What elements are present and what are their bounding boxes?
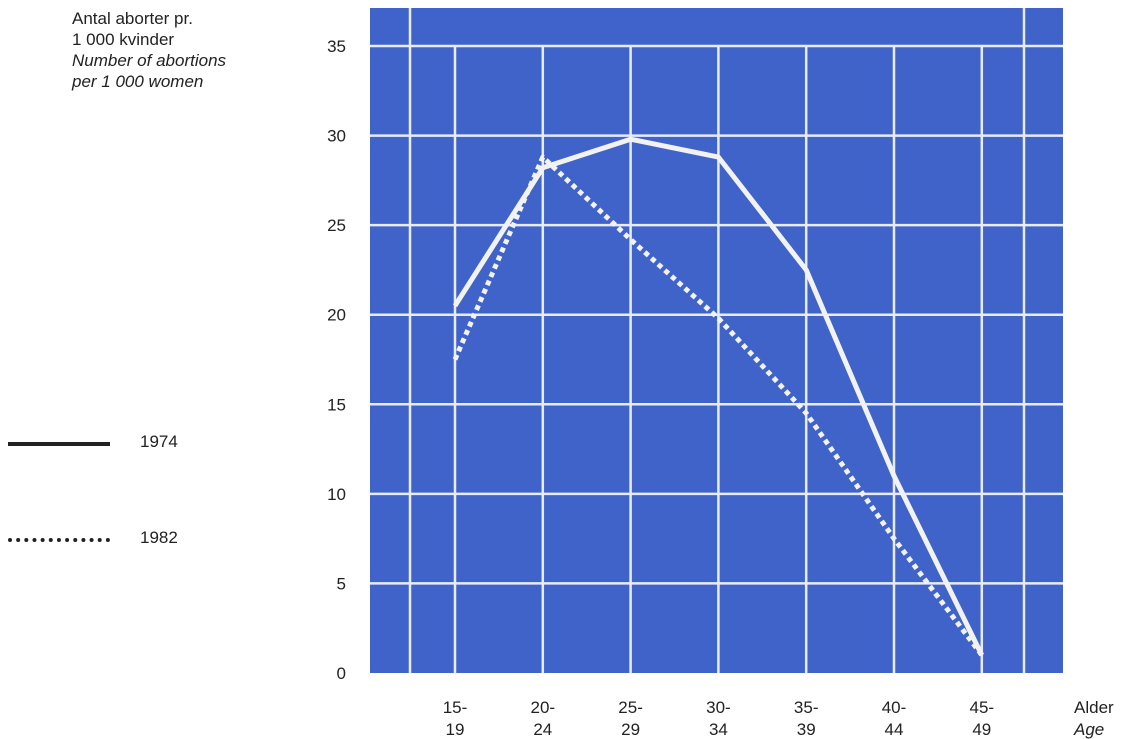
y-axis-label-line-4: per 1 000 women xyxy=(72,72,204,91)
legend-label-1974: 1974 xyxy=(140,432,178,451)
x-tick-label: 15- xyxy=(443,698,468,717)
legend-item-1982: 1982 xyxy=(8,528,228,552)
x-tick-label: 25- xyxy=(618,698,643,717)
y-tick-label: 10 xyxy=(327,485,346,504)
y-tick-label: 5 xyxy=(337,574,346,593)
x-tick-label: 19 xyxy=(446,720,465,739)
x-tick-label: 40- xyxy=(882,698,907,717)
y-axis-label-line-2: 1 000 kvinder xyxy=(72,30,175,49)
y-tick-label: 15 xyxy=(327,395,346,414)
x-tick-label: 45- xyxy=(970,698,995,717)
x-tick-label: 35- xyxy=(794,698,819,717)
y-tick-label: 30 xyxy=(327,127,346,146)
legend-dotted-line xyxy=(8,538,110,542)
x-tick-label: 44 xyxy=(885,720,904,739)
y-tick-label: 0 xyxy=(337,664,346,683)
x-axis-label-english: Age xyxy=(1073,720,1104,739)
x-tick-label: 34 xyxy=(709,720,728,739)
x-tick-label: 49 xyxy=(972,720,991,739)
x-axis-label: Alder xyxy=(1074,698,1114,717)
y-tick-label: 20 xyxy=(327,306,346,325)
legend-item-1974: 1974 xyxy=(8,432,228,456)
y-axis-label-line-3: Number of abortions xyxy=(72,51,227,70)
plot-background xyxy=(370,8,1063,673)
y-axis-label-line-1: Antal aborter pr. xyxy=(72,9,193,28)
x-tick-label: 30- xyxy=(706,698,731,717)
x-tick-label: 24 xyxy=(533,720,552,739)
x-tick-label: 29 xyxy=(621,720,640,739)
y-tick-label: 25 xyxy=(327,216,346,235)
y-axis-label: Antal aborter pr. 1 000 kvinder Number o… xyxy=(72,8,226,92)
x-tick-label: 39 xyxy=(797,720,816,739)
y-tick-label: 35 xyxy=(327,37,346,56)
legend-solid-line xyxy=(8,442,110,446)
x-tick-label: 20- xyxy=(531,698,556,717)
legend-label-1982: 1982 xyxy=(140,528,178,547)
